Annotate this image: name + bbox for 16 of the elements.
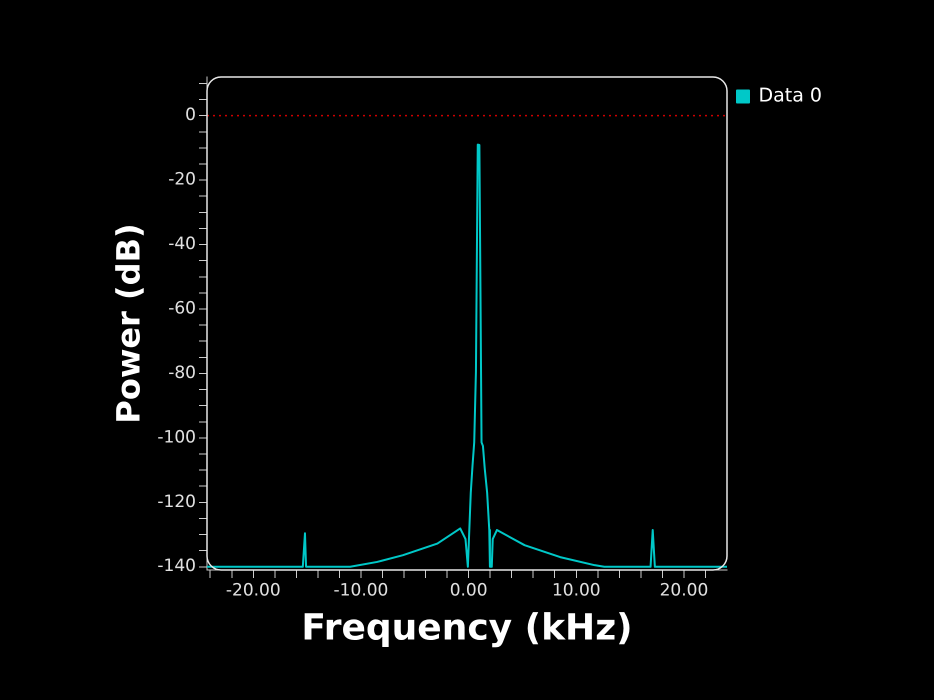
x-tick-label: 0.00: [450, 580, 488, 601]
y-tick-label: -80: [168, 362, 196, 383]
x-tick-label: -20.00: [226, 580, 281, 601]
x-tick-label: 20.00: [660, 580, 708, 601]
y-tick-label: -40: [168, 234, 196, 254]
y-tick-label: -20: [168, 170, 196, 190]
y-tick-label: 0: [185, 105, 196, 126]
y-tick-label: -140: [157, 556, 196, 576]
y-tick-label: -60: [168, 298, 196, 318]
x-tick-label: -10.00: [334, 580, 388, 601]
x-axis-title: Frequency (kHz): [301, 607, 633, 648]
legend-label: Data 0: [758, 84, 822, 106]
y-axis-title: Power (dB): [110, 223, 148, 424]
x-tick-label: 10.00: [552, 580, 601, 601]
y-tick-label: -100: [157, 427, 196, 448]
y-tick-label: -120: [157, 492, 196, 512]
